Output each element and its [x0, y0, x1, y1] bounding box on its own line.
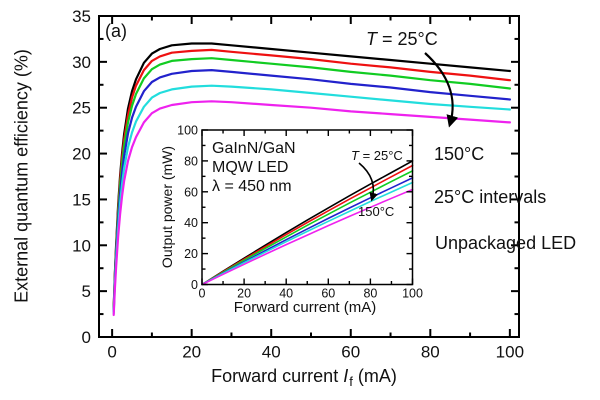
- inset-y-tick-label: 40: [184, 216, 198, 230]
- temperature-trend-arrow: [424, 52, 459, 128]
- main-plot: 0 20 40 60 80 100 0 5 10 15 20 25 30 35: [72, 7, 524, 362]
- temp-symbol: T: [366, 29, 377, 49]
- main-x-axis-title-unit: (mA): [352, 366, 397, 386]
- inset-y-axis-title: Output power (mW): [159, 145, 175, 269]
- inset-series-75°C: [201, 170, 414, 286]
- inset-y-tick-label: 100: [177, 124, 198, 138]
- main-y-tick-label: 30: [72, 53, 91, 72]
- inset-x-axis-title: Forward current (mA): [233, 299, 377, 316]
- inset-x-tick-label: 100: [402, 287, 423, 301]
- main-y-tick-label: 20: [72, 145, 91, 164]
- inset-temp-symbol: T: [351, 148, 359, 163]
- main-y-tick-label: 15: [72, 190, 91, 209]
- main-x-tick-label: 80: [421, 343, 440, 362]
- main-temp-start-label: T = 25°C: [366, 29, 438, 50]
- main-series-150°C: [112, 100, 511, 317]
- main-y-tick-label: 0: [82, 328, 91, 347]
- main-y-tick-label: 5: [82, 282, 91, 301]
- inset-device-line2: MQW LED: [212, 159, 289, 176]
- inset-y-tick-label: 20: [184, 247, 198, 261]
- main-x-axis-title-subscript: f: [349, 374, 353, 389]
- main-y-tick-label: 35: [72, 7, 91, 26]
- unpackaged-led-note: Unpackaged LED: [435, 233, 577, 253]
- inset-x-tick-label: 0: [199, 287, 206, 301]
- main-x-tick-label: 40: [262, 343, 281, 362]
- inset-temperature-trend-arrow: [358, 162, 378, 202]
- inset-series-150°C: [201, 188, 414, 286]
- inset-x-tick-label: 80: [363, 287, 377, 301]
- inset-y-tick-label: 0: [191, 278, 198, 292]
- inset-x-tick-label: 40: [279, 287, 293, 301]
- main-x-tick-label: 60: [341, 343, 360, 362]
- main-y-tick-label: 10: [72, 236, 91, 255]
- main-x-tick-label: 0: [107, 343, 116, 362]
- main-x-tick-label: 20: [182, 343, 201, 362]
- main-x-axis-title: Forward current If (mA): [211, 366, 397, 389]
- main-y-axis-title: External quantum efficiency (%): [11, 49, 32, 303]
- intervals-note: 25°C intervals: [434, 187, 547, 207]
- inset-device-line3: λ = 450 nm: [212, 178, 292, 195]
- inset-device-line1: GaInN/GaN: [212, 140, 296, 157]
- inset-temp-end-label: 150°C: [358, 204, 395, 219]
- main-x-axis-title-text: Forward current: [211, 366, 344, 386]
- main-y-tick-label: 25: [72, 99, 91, 118]
- temp-value: = 25°C: [377, 29, 438, 49]
- main-temp-end-label: 150°C: [434, 144, 485, 164]
- inset-x-tick-label: 20: [237, 287, 251, 301]
- inset-device-description: GaInN/GaN MQW LED λ = 450 nm: [212, 139, 296, 196]
- main-x-tick-label: 100: [496, 343, 524, 362]
- panel-label: (a): [105, 21, 127, 41]
- inset-temp-value: = 25°C: [358, 148, 403, 163]
- inset-y-tick-label: 80: [184, 154, 198, 168]
- inset-x-tick-label: 60: [321, 287, 335, 301]
- inset-y-tick-label: 60: [184, 185, 198, 199]
- inset-temp-start-label: T = 25°C: [351, 148, 403, 163]
- main-x-axis-title-symbol: I: [343, 366, 349, 386]
